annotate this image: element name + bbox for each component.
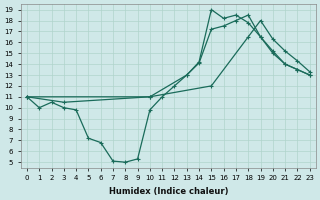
X-axis label: Humidex (Indice chaleur): Humidex (Indice chaleur) bbox=[108, 187, 228, 196]
